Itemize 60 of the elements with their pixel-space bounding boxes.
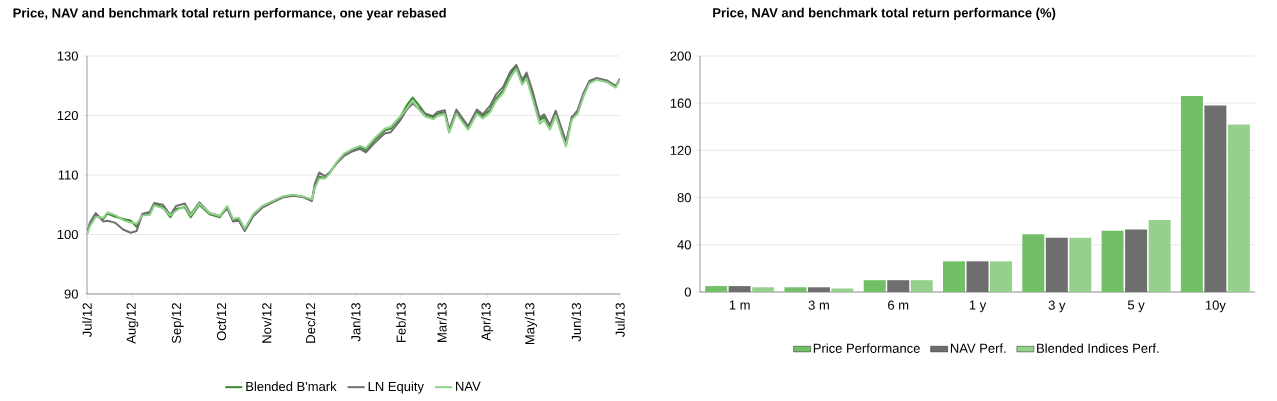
bar	[1148, 220, 1171, 292]
x-tick-label: Apr/13	[481, 303, 494, 341]
x-tick-label: 1 y	[969, 300, 987, 313]
x-tick-label: Feb/13	[396, 303, 406, 342]
x-tick-label: Jul/13	[615, 303, 625, 338]
bar	[1101, 230, 1124, 292]
x-tick-label: 1 m	[729, 300, 750, 310]
bar	[910, 280, 933, 292]
y-tick-label: 160	[670, 98, 691, 108]
y-tick-label: 120	[57, 110, 78, 121]
x-tick-label: 6 m	[888, 300, 909, 310]
x-tick-label: Oct/12	[216, 303, 227, 341]
x-tick-label: Jan/13	[350, 303, 361, 342]
y-tick-label: 110	[58, 170, 78, 180]
bar	[728, 286, 751, 292]
bar	[807, 287, 830, 292]
legend-label: LN Equity	[368, 381, 424, 394]
y-tick-label: 40	[677, 240, 691, 250]
x-tick-label: May/13	[524, 303, 537, 345]
y-tick-label: 130	[57, 51, 78, 61]
x-tick-label: Nov/12	[261, 303, 272, 343]
bar	[1125, 229, 1148, 292]
bar	[831, 288, 854, 292]
x-tick-label: 3 y	[1048, 300, 1066, 313]
x-tick-label: 10y	[1205, 300, 1226, 313]
bar	[1022, 234, 1045, 292]
x-tick-label: 3 m	[808, 300, 829, 310]
bar	[1180, 96, 1203, 292]
bar	[1069, 237, 1092, 292]
bar	[966, 261, 989, 292]
y-tick-label: 90	[64, 289, 78, 299]
y-tick-label: 200	[670, 51, 691, 61]
x-tick-label: Jul/12	[82, 303, 92, 338]
bar	[705, 286, 728, 292]
chart-title: Price, NAV and benchmark total return performance (%)	[713, 7, 1056, 20]
x-tick-label: Jun/13	[571, 303, 581, 342]
x-tick-label: Dec/12	[305, 303, 316, 343]
bar	[1204, 105, 1227, 292]
y-tick-label: 0	[684, 287, 691, 297]
bar	[1227, 124, 1250, 292]
y-tick-label: 120	[670, 145, 691, 155]
bar	[887, 280, 910, 292]
x-tick-label: 5 y	[1127, 300, 1145, 313]
x-tick-label: Mar/13	[437, 303, 447, 342]
chart-title: Price, NAV and benchmark total return performance, one year rebased	[13, 8, 446, 21]
legend-label: NAV Perf.	[950, 343, 1006, 353]
bar	[990, 261, 1013, 292]
bar	[752, 287, 775, 292]
y-tick-label: 100	[57, 229, 78, 240]
legend-label: Blended B'mark	[246, 381, 337, 392]
bar	[863, 280, 886, 292]
x-tick-label: Aug/12	[126, 303, 139, 344]
legend-label: Price Performance	[813, 343, 920, 353]
y-tick-label: 80	[677, 193, 691, 203]
x-tick-label: Sep/12	[171, 303, 184, 344]
bar	[943, 261, 966, 292]
legend-label: NAV	[456, 381, 481, 391]
bar	[784, 287, 807, 292]
legend-label: Blended Indices Perf.	[1037, 343, 1159, 353]
bar	[1045, 237, 1068, 292]
